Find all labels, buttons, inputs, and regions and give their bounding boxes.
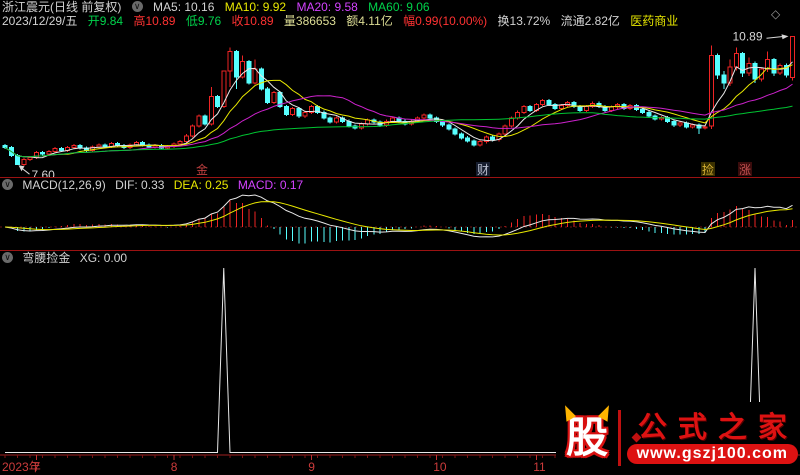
panel-divider (0, 177, 800, 178)
svg-text:10.89: 10.89 (733, 29, 763, 43)
quote-low: 低9.76 (185, 14, 222, 28)
ma20-value: MA20: 9.58 (296, 0, 358, 14)
quote-change: 幅0.99(10.00%) (403, 14, 488, 28)
diamond-icon[interactable]: ◇ (771, 7, 781, 21)
quote-bar: 2023/12/29/五 开9.84 高10.89 低9.76 收10.89 量… (2, 14, 685, 28)
quote-volume: 量386653 (283, 14, 336, 28)
quote-open: 开9.84 (87, 14, 124, 28)
collapse-xg-icon[interactable]: ∨ (2, 252, 13, 264)
ma10-value: MA10: 9.92 (224, 0, 287, 14)
axis-month-label: 8 (171, 460, 178, 474)
price-chart[interactable]: 金 财 捡 涨 7.60 10.89 (0, 28, 800, 177)
svg-text:金: 金 (196, 162, 208, 177)
macd-title: MACD(12,26,9) (22, 178, 106, 192)
logo-divider (618, 409, 621, 466)
ma5-value: MA5: 10.16 (153, 0, 215, 14)
macd-dif-value: DIF: 0.33 (115, 178, 165, 192)
gszj-logo-watermark: 股 公式之家 www.gszj100.com (556, 402, 798, 473)
axis-month-label: 10 (433, 460, 447, 474)
axis-month-label: 11 (533, 460, 546, 474)
panel-divider (0, 250, 800, 251)
axis-month-label: 9 (308, 460, 315, 474)
xg-value: XG: 0.00 (79, 251, 128, 265)
collapse-main-icon[interactable]: ∨ (131, 1, 143, 13)
svg-text:财: 财 (477, 163, 489, 177)
logo-site-name: 公式之家 (637, 411, 798, 444)
svg-text:7.60: 7.60 (32, 168, 56, 177)
logo-stock-char: 股 (566, 413, 609, 461)
xg-title: 弯腰捡金 (22, 251, 71, 265)
quote-date: 2023/12/29/五 (2, 14, 78, 28)
logo-site-url: www.gszj100.com (626, 443, 798, 464)
quote-amount: 额4.11亿 (346, 14, 393, 28)
quote-industry[interactable]: 医药商业 (630, 14, 679, 28)
quote-float: 流通2.82亿 (560, 14, 620, 28)
svg-text:涨: 涨 (739, 162, 751, 177)
quote-close: 收10.89 (231, 14, 274, 28)
quote-turnover: 换13.72% (497, 14, 551, 28)
xg-header: ∨ 弯腰捡金 XG: 0.00 (2, 251, 133, 265)
bull-stock-logo-icon: 股 (558, 402, 616, 467)
axis-year-label: 2023年 (2, 460, 41, 474)
stock-title: 浙江震元(日线 前复权) (2, 0, 122, 14)
macd-dea-value: DEA: 0.25 (173, 178, 229, 192)
macd-header: ∨ MACD(12,26,9) DIF: 0.33 DEA: 0.25 MACD… (2, 178, 309, 192)
svg-text:捡: 捡 (702, 162, 714, 177)
collapse-macd-icon[interactable]: ∨ (2, 179, 13, 191)
logo-text-block: 公式之家 www.gszj100.com (626, 411, 798, 464)
ma60-value: MA60: 9.06 (368, 0, 430, 14)
quote-high: 高10.89 (133, 14, 176, 28)
macd-chart[interactable] (0, 192, 800, 250)
axis-month-label: 7 (33, 460, 40, 474)
macd-macd-value: MACD: 0.17 (237, 178, 304, 192)
title-bar: 浙江震元(日线 前复权) ∨ MA5: 10.16 MA10: 9.92 MA2… (2, 0, 437, 14)
